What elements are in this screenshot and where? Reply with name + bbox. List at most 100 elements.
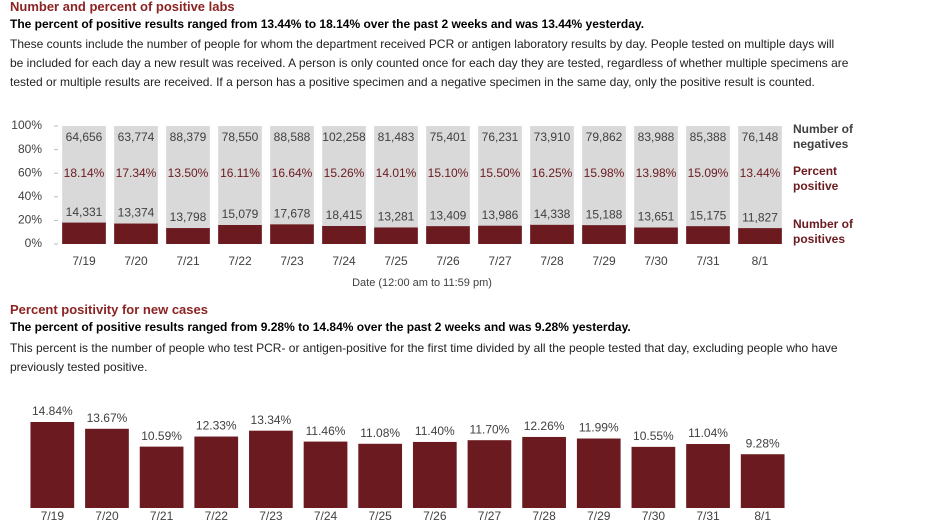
bar: [530, 224, 574, 244]
data-label: 15.10%: [428, 166, 469, 180]
data-label: 13,281: [378, 210, 415, 224]
data-label: 17,678: [274, 207, 311, 221]
x-tick-label: 7/26: [423, 509, 447, 523]
data-label: 13,986: [482, 208, 519, 222]
bar-background: [530, 126, 574, 244]
x-tick-label: 7/20: [124, 254, 148, 268]
data-label: 83,988: [638, 130, 675, 144]
x-tick-label: 7/23: [280, 254, 304, 268]
chart-description: These counts include the number of peopl…: [10, 37, 849, 89]
data-label: 63,774: [118, 130, 155, 144]
bar: [478, 225, 522, 244]
data-label: 88,588: [274, 130, 311, 144]
legend-entry: Number of negatives: [793, 122, 853, 151]
bar-background: [634, 126, 678, 244]
x-tick-label: 7/31: [696, 509, 720, 523]
bar: [358, 443, 403, 508]
data-label: 15.09%: [688, 166, 729, 180]
x-tick-label: 7/30: [642, 509, 666, 523]
data-label: 13.67%: [87, 411, 128, 425]
chart-title: Number and percent of positive labs: [10, 0, 235, 14]
data-label: 14,331: [66, 205, 103, 219]
x-tick-label: 7/22: [228, 254, 252, 268]
data-label: 102,258: [322, 130, 366, 144]
bar: [139, 446, 184, 508]
y-tick-label: 20%: [18, 213, 42, 227]
x-tick-label: 7/29: [592, 254, 616, 268]
bar: [322, 225, 366, 244]
data-label: 17.34%: [116, 166, 157, 180]
bar-background: [426, 126, 470, 244]
y-tick-label: 40%: [18, 189, 42, 203]
bar: [522, 436, 566, 508]
data-label: 14.84%: [32, 404, 73, 418]
bar: [631, 446, 676, 508]
data-label: 11.08%: [360, 426, 400, 440]
y-tick-label: 80%: [18, 142, 42, 156]
x-tick-label: 7/26: [436, 254, 460, 268]
x-tick-label: 7/20: [95, 509, 119, 523]
data-label: 15,079: [222, 207, 259, 221]
x-tick-label: 7/21: [176, 254, 200, 268]
bar-background: [322, 126, 366, 244]
data-label: 15,188: [586, 207, 623, 221]
data-label: 11.99%: [579, 421, 619, 435]
x-tick-label: 7/29: [587, 509, 611, 523]
y-tick-label: 0%: [25, 236, 43, 250]
data-label: 85,388: [690, 130, 727, 144]
data-label: 13.34%: [251, 413, 292, 427]
data-label: 76,231: [482, 130, 519, 144]
x-tick-label: 7/21: [150, 509, 174, 523]
data-label: 13,651: [638, 210, 675, 224]
bar: [686, 444, 730, 508]
data-label: 15.50%: [480, 166, 521, 180]
data-label: 78,550: [222, 130, 259, 144]
bar: [62, 222, 106, 244]
data-label: 11,827: [742, 210, 778, 224]
data-label: 16.25%: [532, 166, 573, 180]
data-label: 11.40%: [415, 424, 455, 438]
x-tick-label: 8/1: [754, 509, 771, 523]
x-tick-label: 7/19: [41, 509, 65, 523]
x-tick-label: 7/24: [332, 254, 356, 268]
bar: [303, 441, 348, 508]
bar: [738, 228, 782, 244]
chart-subtitle: The percent of positive results ranged f…: [10, 17, 645, 31]
legend-entry: Number of positives: [793, 217, 853, 246]
data-label: 12.33%: [196, 419, 237, 433]
y-tick-label: 60%: [18, 165, 42, 179]
bar: [740, 454, 785, 508]
data-label: 13.44%: [740, 166, 781, 180]
bar: [270, 224, 314, 244]
bar-background: [270, 126, 314, 244]
data-label: 75,401: [430, 130, 467, 144]
bar-background: [374, 126, 418, 244]
bar-background: [478, 126, 522, 244]
bar-background: [738, 126, 782, 244]
x-tick-label: 7/28: [540, 254, 564, 268]
data-label: 73,910: [534, 130, 571, 144]
chart-description: This percent is the number of people who…: [10, 341, 838, 374]
x-tick-label: 7/24: [314, 509, 338, 523]
bar: [194, 436, 239, 508]
bar-background: [166, 126, 210, 244]
x-tick-label: 8/1: [752, 254, 769, 268]
data-label: 16.11%: [220, 166, 260, 180]
x-tick-label: 7/28: [532, 509, 556, 523]
data-label: 13,798: [170, 210, 207, 224]
bar: [374, 227, 418, 244]
data-label: 14.01%: [376, 166, 417, 180]
x-tick-label: 7/27: [478, 509, 502, 523]
data-label: 15.98%: [584, 166, 625, 180]
bar: [686, 226, 730, 244]
data-label: 10.55%: [633, 429, 674, 443]
data-label: 12.26%: [524, 419, 565, 433]
bar: [218, 224, 262, 244]
bar: [426, 226, 470, 244]
x-tick-label: 7/25: [368, 509, 392, 523]
data-label: 11.46%: [306, 424, 346, 438]
x-tick-label: 7/19: [72, 254, 96, 268]
x-tick-label: 7/25: [384, 254, 408, 268]
